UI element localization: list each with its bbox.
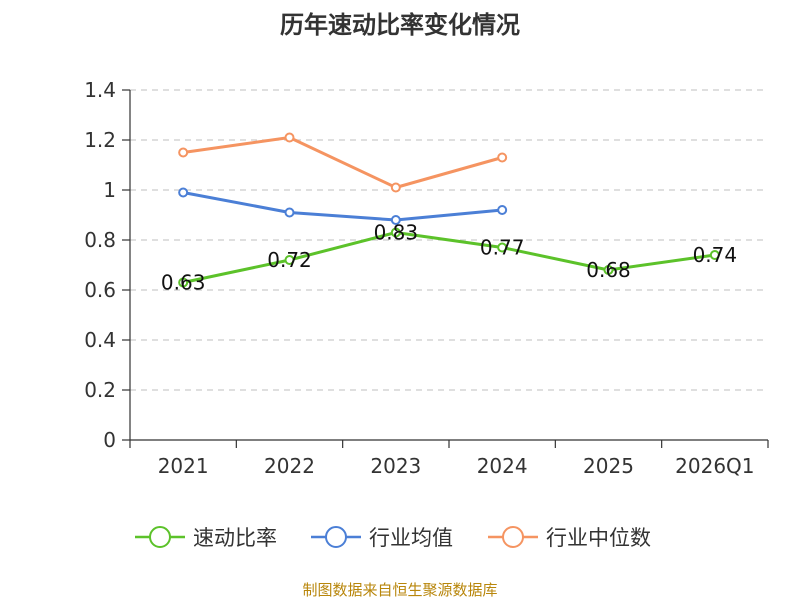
legend-marker xyxy=(502,526,524,548)
legend-label: 行业中位数 xyxy=(546,526,651,550)
legend-label: 行业均值 xyxy=(369,526,453,550)
data-label: 0.72 xyxy=(267,248,312,272)
y-tick-label: 0.4 xyxy=(84,328,116,352)
series-line xyxy=(182,136,503,189)
data-point xyxy=(603,265,614,275)
series-1 xyxy=(178,187,508,225)
y-tick-label: 1 xyxy=(103,178,116,202)
source-note: 制图数据来自恒生聚源数据库 xyxy=(302,581,497,599)
series-layer xyxy=(178,132,720,288)
y-tick-label: 0.6 xyxy=(84,278,116,302)
y-tick-label: 0 xyxy=(103,428,116,452)
data-point xyxy=(284,255,295,265)
data-label: 0.68 xyxy=(586,258,631,282)
x-tick-label: 2021 xyxy=(158,454,209,478)
y-tick-label: 1.2 xyxy=(84,128,116,152)
data-point xyxy=(178,147,189,158)
data-point xyxy=(390,215,401,225)
data-label: 0.63 xyxy=(161,271,206,295)
legend-marker xyxy=(149,526,171,548)
data-point xyxy=(178,187,189,198)
legend: 速动比率 行业均值 行业中位数 xyxy=(135,526,651,550)
x-tick-label: 2025 xyxy=(583,454,634,478)
data-label: 0.74 xyxy=(693,243,738,267)
data-point xyxy=(709,250,720,260)
legend-item[interactable]: 行业中位数 xyxy=(488,526,651,550)
data-label: 0.83 xyxy=(374,221,419,245)
data-point xyxy=(284,132,295,143)
data-point xyxy=(497,152,508,163)
y-tick-label: 0.8 xyxy=(84,228,116,252)
x-tick-label: 2023 xyxy=(370,454,421,478)
legend-label: 速动比率 xyxy=(193,526,277,550)
data-point xyxy=(284,207,295,218)
y-tick-label: 0.2 xyxy=(84,378,116,402)
x-tick-label: 2022 xyxy=(264,454,315,478)
series-line xyxy=(182,191,503,222)
data-point xyxy=(390,182,401,193)
data-point xyxy=(497,242,508,253)
data-point xyxy=(178,277,189,288)
data-point xyxy=(390,227,401,238)
chart-title: 历年速动比率变化情况 xyxy=(280,11,520,39)
legend-item[interactable]: 速动比率 xyxy=(135,526,277,550)
data-point xyxy=(497,205,508,215)
data-labels: 0.63 0.72 0.83 0.77 0.68 0.74 xyxy=(161,221,737,295)
x-tick-label: 2024 xyxy=(477,454,528,478)
series-0 xyxy=(178,227,720,288)
series-line xyxy=(182,231,716,284)
legend-item[interactable]: 行业均值 xyxy=(311,526,453,550)
x-tick-label: 2026Q1 xyxy=(675,454,754,478)
data-label: 0.77 xyxy=(480,236,525,260)
legend-marker xyxy=(325,526,347,548)
axes: 0 0.2 0.4 0.6 0.8 1 1.2 1.4 2021 2022 2023 2024 2025… xyxy=(84,78,769,478)
y-tick-label: 1.4 xyxy=(84,78,116,102)
series-2 xyxy=(178,132,508,193)
